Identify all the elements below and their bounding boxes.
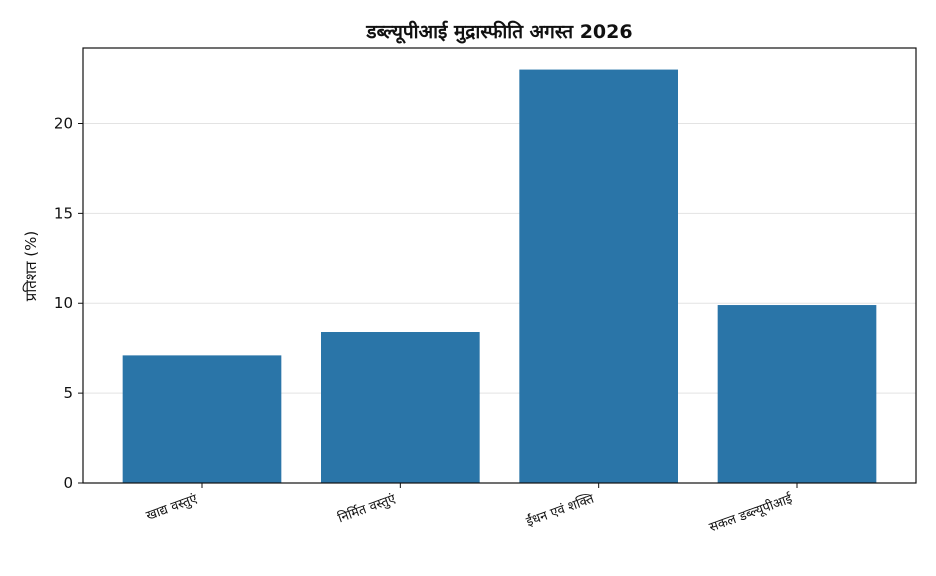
bars	[122, 69, 877, 483]
y-tick-label: 5	[63, 384, 73, 402]
x-tick-label: निर्मित वस्तुएं	[336, 490, 399, 526]
x-axis-ticks: खाद्य वस्तुएं निर्मित वस्तुएं ईंधन एवं शक्…	[144, 483, 798, 536]
x-tick-label: ईंधन एवं शक्ति	[524, 491, 597, 530]
plot-frame	[82, 47, 917, 484]
y-tick-label: 10	[54, 294, 73, 312]
y-tick-label: 15	[54, 204, 73, 222]
y-axis-ticks: 0 5 10 15 20	[54, 114, 83, 492]
y-axis-label: प्रतिशत (%)	[22, 231, 40, 301]
x-tick-label: सकल डब्ल्यूपीआई	[707, 490, 795, 535]
chart-title: डब्ल्यूपीआई मुद्रास्फीति अगस्त 2026	[365, 20, 632, 44]
y-tick-label: 0	[63, 474, 73, 492]
y-tick-label: 20	[54, 114, 73, 132]
bar	[519, 69, 678, 483]
x-tick-label: खाद्य वस्तुएं	[144, 491, 200, 524]
bar	[717, 305, 877, 483]
bar	[122, 355, 282, 483]
bar	[321, 332, 480, 483]
